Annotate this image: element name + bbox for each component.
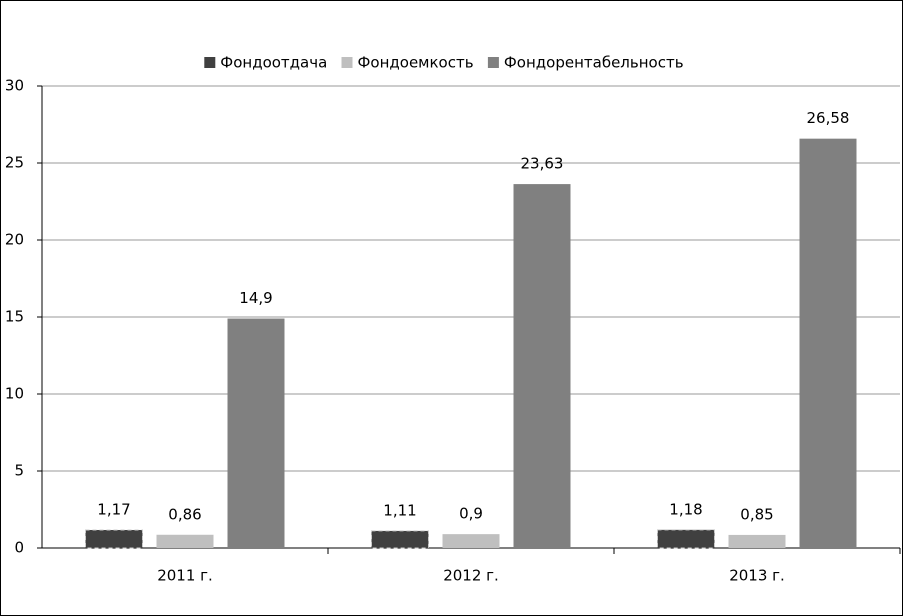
bar [156,534,214,548]
y-tick-label: 15 [5,308,24,326]
value-label: 14,9 [239,289,272,307]
bar [442,534,500,548]
legend-label: Фондоотдача [220,54,327,72]
value-label: 1,11 [383,501,416,519]
bar [657,529,715,549]
x-tick-label: 2012 г. [443,567,499,585]
bar [513,184,571,548]
legend-swatch [341,57,353,68]
value-label: 23,63 [521,155,564,173]
value-label: 0,86 [168,505,201,523]
legend-label: Фондоемкость [358,54,474,72]
legend-swatch [204,57,216,68]
y-tick-label: 0 [14,539,24,557]
legend-label: Фондорентабельность [504,54,684,72]
x-tick-label: 2011 г. [157,567,213,585]
value-label: 0,85 [740,505,773,523]
x-tick-label: 2013 г. [729,567,785,585]
value-label: 26,58 [807,109,850,127]
legend-swatch [487,57,499,68]
value-label: 1,18 [669,500,702,518]
bar [85,529,143,549]
y-tick-label: 25 [5,154,24,172]
value-label: 0,9 [459,505,483,523]
bar [799,138,857,548]
value-label: 1,17 [97,500,130,518]
bar [371,530,429,549]
bar [227,318,285,548]
y-tick-label: 20 [5,231,24,249]
y-tick-label: 5 [14,462,24,480]
y-tick-label: 10 [5,385,24,403]
y-tick-label: 30 [5,77,24,95]
bar [728,534,786,548]
legend: Фондоотдача Фондоемкость Фондорентабельнос… [204,54,684,72]
